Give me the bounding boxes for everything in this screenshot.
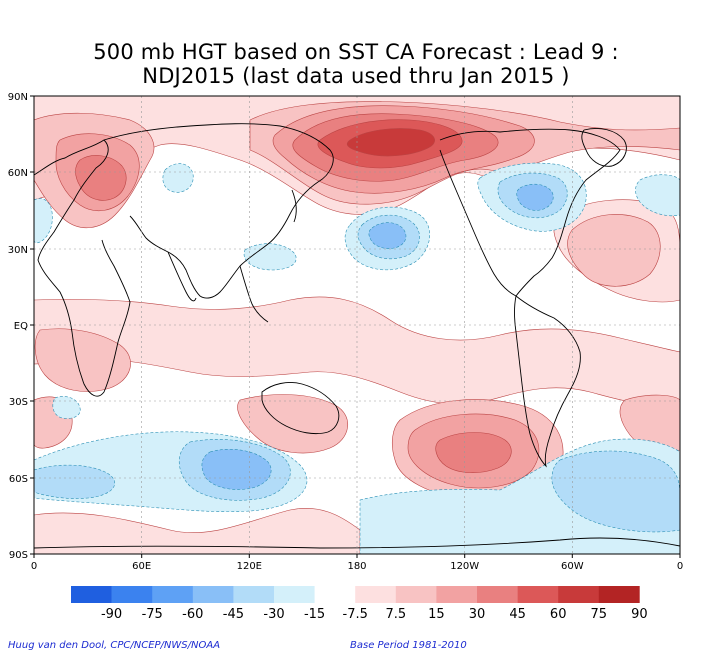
negative-region-atlantic-ne <box>635 174 680 217</box>
chart-title-line2: NDJ2015 (last data used thru Jan 2015 ) <box>142 64 570 88</box>
legend-swatch <box>111 586 153 603</box>
negative-region-south-indian-30 <box>201 448 272 490</box>
chart-title-line1: 500 mb HGT based on SST CA Forecast : Le… <box>93 40 619 64</box>
lat-label-30n: 30N <box>8 245 28 256</box>
legend-swatch <box>598 586 640 603</box>
legend-label: -15 <box>304 607 325 622</box>
lat-label-90n: 90N <box>8 92 28 103</box>
coastlines <box>34 123 680 549</box>
legend-label: -30 <box>263 607 284 622</box>
negative-region-south-africa <box>52 396 81 419</box>
coastline-south-america <box>514 295 581 468</box>
legend-label: -90 <box>101 607 122 622</box>
credit-right: Base Period 1981-2010 <box>350 640 467 650</box>
lat-label-90s: 90S <box>9 550 28 561</box>
negative-region-arabian <box>243 243 297 271</box>
legend-swatch <box>395 586 437 603</box>
gridlines <box>34 96 680 554</box>
lon-label-120w: 120W <box>450 561 479 572</box>
legend-swatch <box>152 586 194 603</box>
negative-region-south-atlantic-15 <box>551 450 680 533</box>
legend-label: -75 <box>142 607 163 622</box>
lat-label-30s: 30S <box>9 397 28 408</box>
lon-label-0: 0 <box>31 561 37 572</box>
positive-region-europe-45 <box>75 155 127 201</box>
lon-label-60e: 60E <box>132 561 151 572</box>
positive-region-australia <box>237 394 349 454</box>
negative-region-central-pacific-30 <box>368 222 407 249</box>
positive-region-antarctic <box>34 508 361 554</box>
legend-label: 45 <box>509 607 526 622</box>
legend-swatch <box>355 586 397 603</box>
coastline-india <box>167 251 197 302</box>
legend-label: -45 <box>223 607 244 622</box>
legend-swatch <box>517 586 559 603</box>
legend-label: 7.5 <box>385 607 406 622</box>
positive-region-indian <box>34 328 131 392</box>
legend-label: 15 <box>428 607 445 622</box>
legend-swatch <box>274 586 315 603</box>
positive-region-arctic-75 <box>346 128 435 157</box>
lon-label-120e: 120E <box>237 561 262 572</box>
legend-swatch <box>477 586 518 603</box>
lon-label-180: 180 <box>347 561 366 572</box>
legend-labels: -90 -75 -60 -45 -30 -15 -7.5 7.5 15 30 45 60 75 90 <box>101 607 648 622</box>
positive-region-atlantic-15 <box>567 214 661 287</box>
latitude-axis: 90N 60N 30N EQ 30S 60S 90S <box>8 92 34 561</box>
legend-swatch <box>71 586 112 603</box>
coastline-north-america <box>439 128 621 297</box>
legend-swatch <box>192 586 234 603</box>
lat-label-eq: EQ <box>14 321 28 332</box>
negative-region-siberia <box>162 163 194 193</box>
coastline-antarctica <box>34 537 680 549</box>
legend-swatch <box>314 586 356 603</box>
negative-region-south-indian-w <box>34 464 116 499</box>
legend-label: -7.5 <box>343 607 368 622</box>
legend-swatch <box>233 586 275 603</box>
lat-label-60s: 60S <box>9 474 28 485</box>
coastline-europe-africa <box>34 139 131 397</box>
negative-region-europe-w <box>34 198 53 244</box>
negative-region-north-america-30 <box>516 183 554 211</box>
coastline-asia <box>103 123 334 299</box>
legend-label: 30 <box>469 607 486 622</box>
legend-label: -60 <box>182 607 203 622</box>
coastline-southeast-asia <box>239 265 269 323</box>
legend-swatch <box>558 586 600 603</box>
lat-label-60n: 60N <box>8 168 28 179</box>
longitude-axis: 0 60E 120E 180 120W 60W 0 <box>31 554 683 572</box>
coastline-greenland <box>581 128 627 167</box>
legend-label: 90 <box>631 607 648 622</box>
lon-label-0-end: 0 <box>677 561 683 572</box>
credit-left: Huug van den Dool, CPC/NCEP/NWS/NOAA <box>8 640 220 650</box>
legend-label: 60 <box>550 607 567 622</box>
coastline-japan <box>291 189 297 223</box>
legend-swatch <box>436 586 478 603</box>
legend-label: 75 <box>591 607 608 622</box>
lon-label-60w: 60W <box>561 561 584 572</box>
legend-colorbar <box>71 586 640 603</box>
positive-region-south-pacific-45 <box>435 432 512 473</box>
coastline-australia <box>261 381 340 435</box>
